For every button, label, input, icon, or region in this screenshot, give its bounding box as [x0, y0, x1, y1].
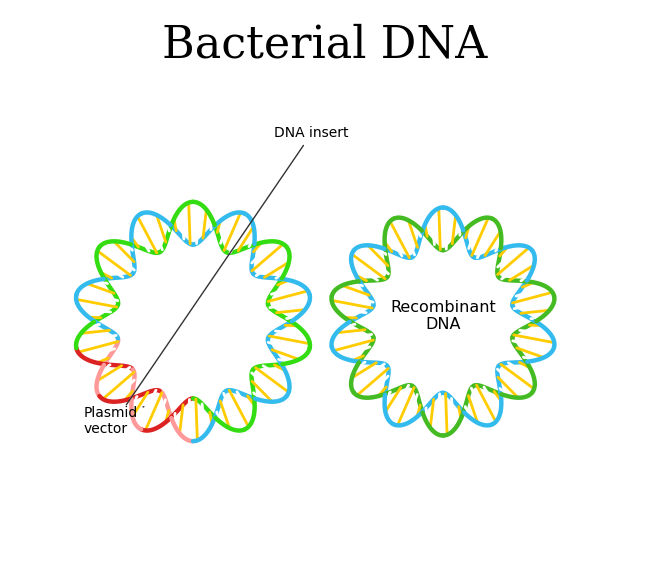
Text: Bacterial DNA: Bacterial DNA	[162, 24, 488, 67]
Text: Plasmid
vector: Plasmid vector	[83, 406, 144, 436]
Text: DNA insert: DNA insert	[126, 127, 349, 405]
Text: Recombinant
DNA: Recombinant DNA	[390, 300, 496, 332]
